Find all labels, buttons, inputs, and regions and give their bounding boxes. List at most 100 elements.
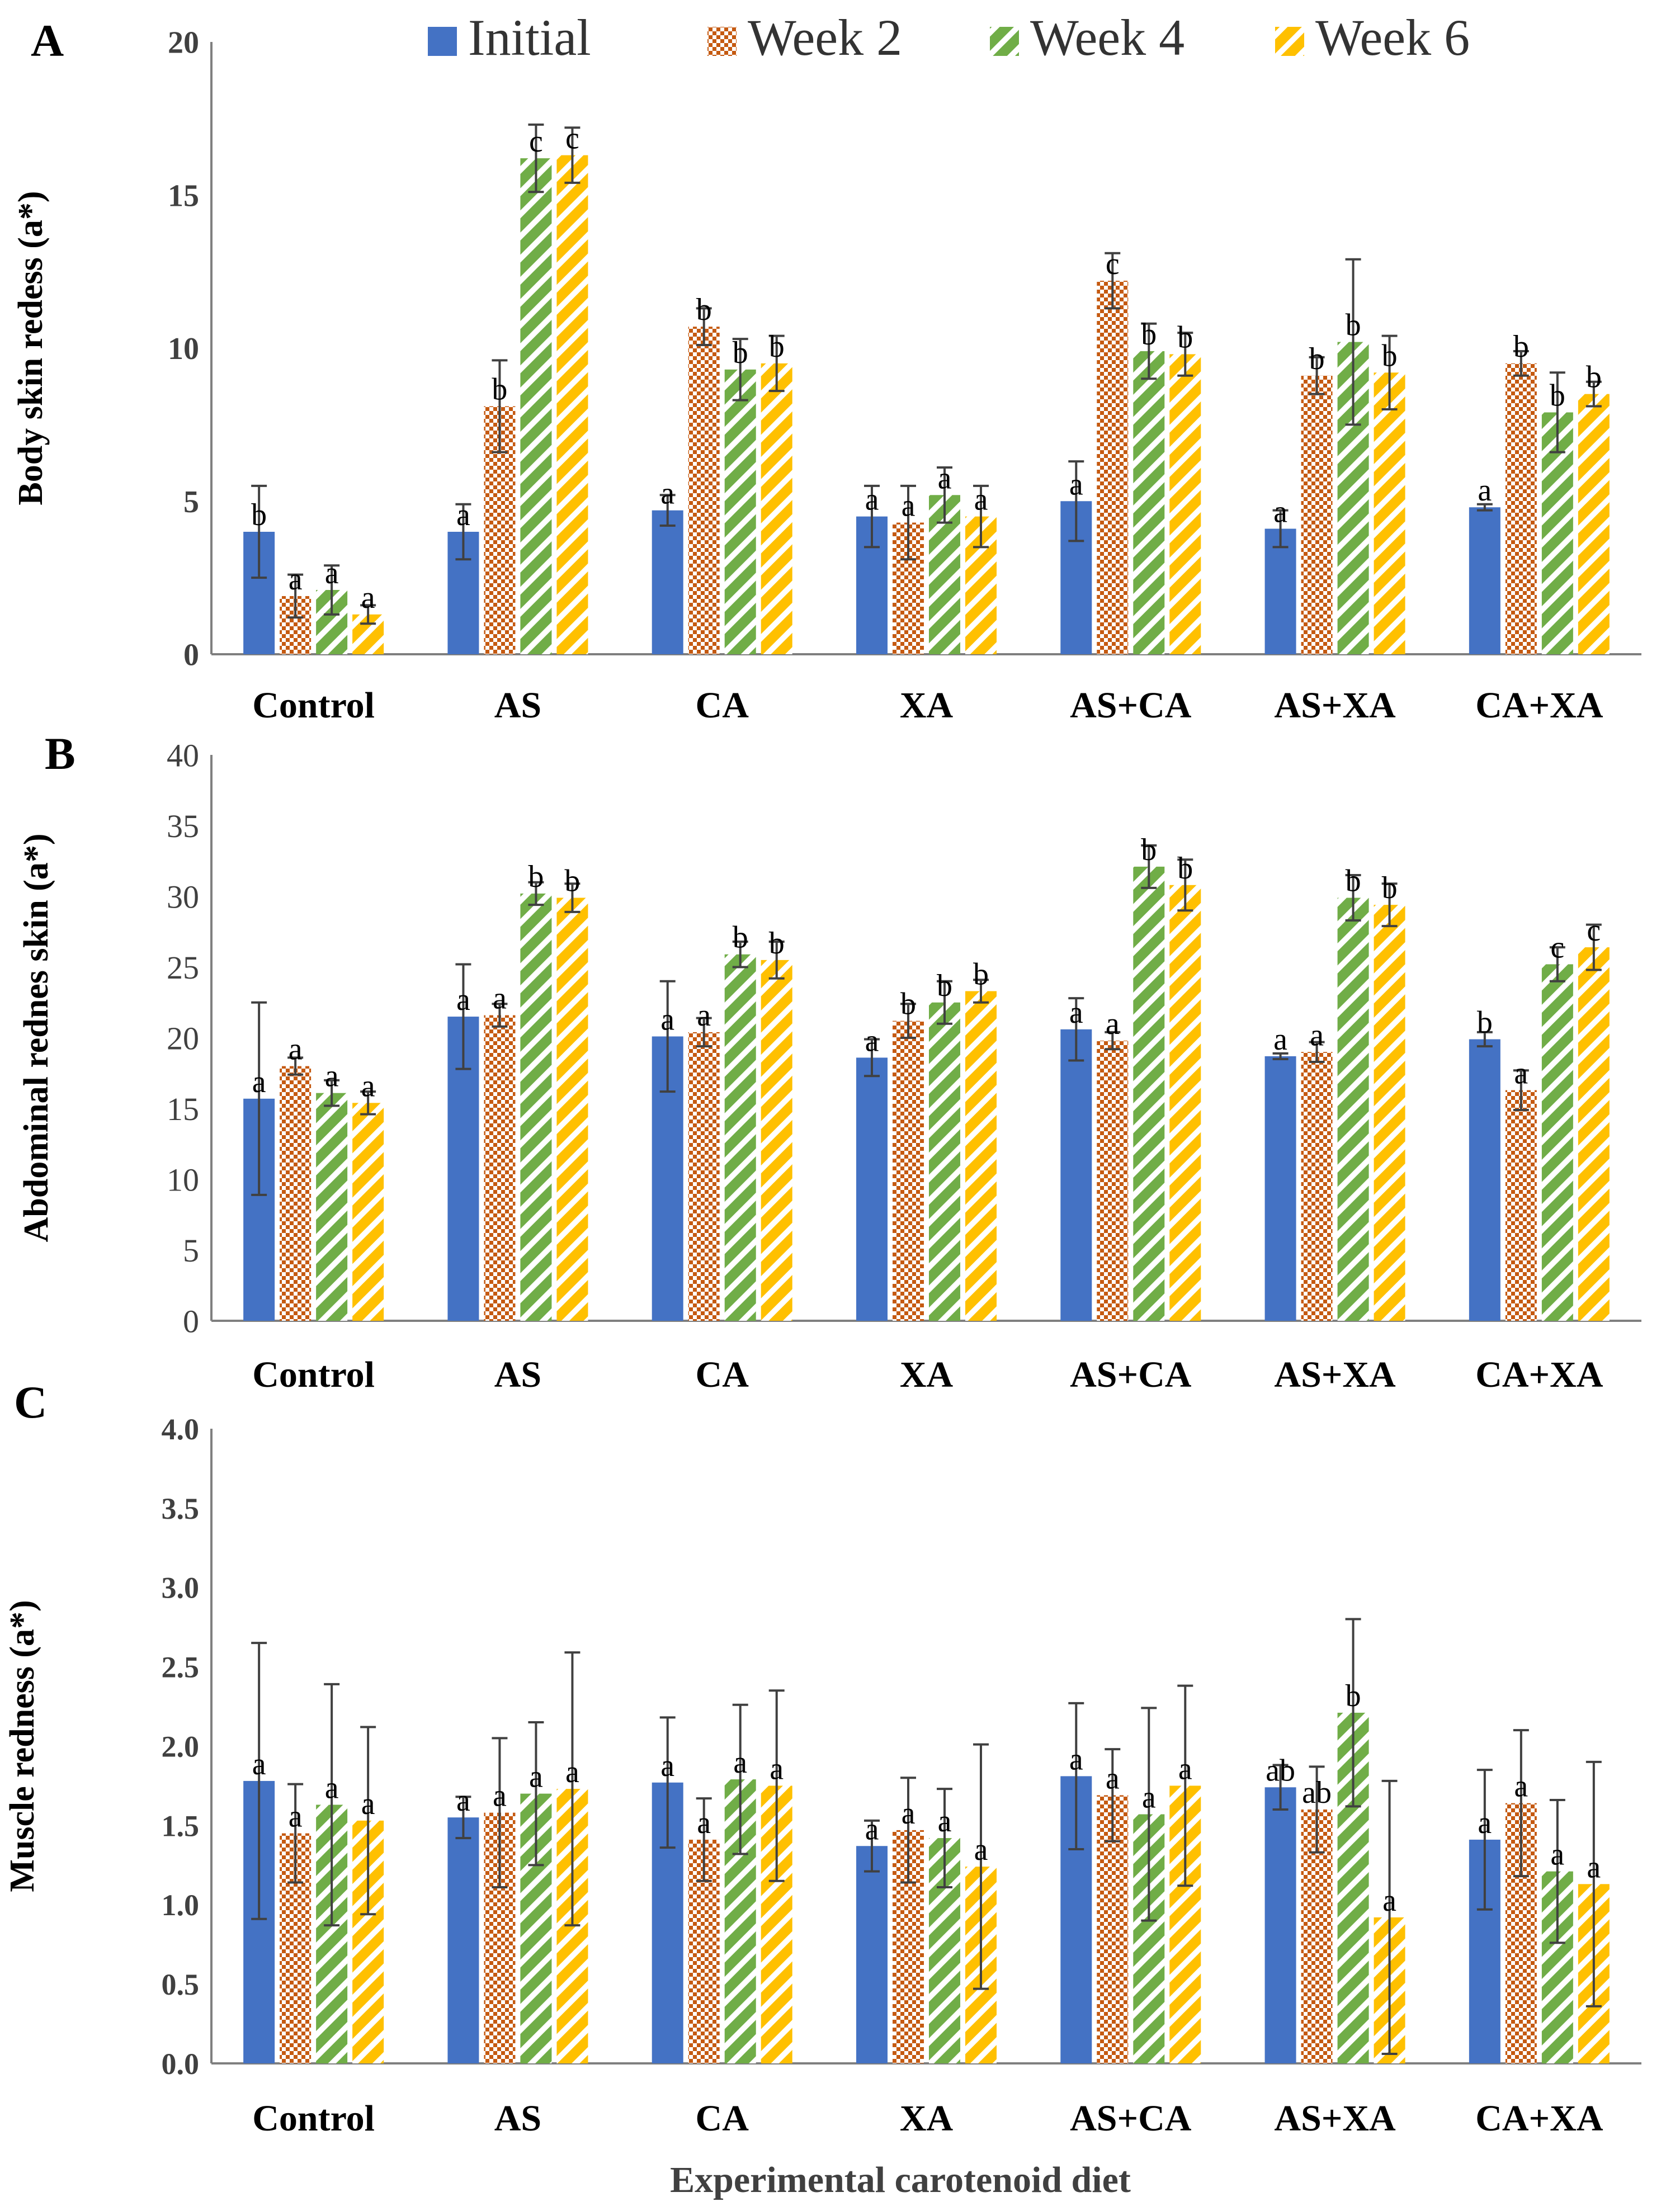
bar-week6 [1374,372,1405,654]
significance-letter: b [769,329,785,364]
bar-initial [1264,1787,1296,2063]
bar-week6 [1374,905,1405,1321]
significance-letter: b [1513,329,1529,364]
bar-initial [652,510,683,654]
legend-label: Week 6 [1315,9,1470,66]
bar-week4 [520,158,552,654]
bar-week4 [316,1093,348,1321]
significance-letter: a [1478,1806,1492,1840]
significance-letter: b [937,969,952,1003]
y-tick-label: 1.5 [162,1809,200,1843]
significance-letter: a [1273,1022,1287,1057]
category-label: AS+XA [1274,1354,1396,1395]
category-label: CA+XA [1475,1354,1603,1395]
significance-letter: a [660,1002,674,1037]
y-tick-label: 0.5 [162,1968,200,2001]
bar-week2 [1097,281,1129,654]
significance-letter: a [1514,1769,1528,1804]
significance-letter: a [697,1806,711,1840]
significance-letter: a [1106,1007,1120,1041]
y-tick-label: 4.0 [162,1412,200,1446]
category-label: Control [252,1354,375,1395]
bar-initial [1469,1039,1500,1321]
significance-letter: a [660,476,674,511]
category-label: AS+CA [1070,1354,1192,1395]
significance-letter: b [1382,871,1398,905]
significance-letter: a [974,1832,988,1867]
significance-letter: b [733,336,748,370]
legend-swatch-week6 [1275,27,1304,56]
y-axis-title: Muscle redness (a*) [3,1600,41,1892]
category-label: XA [900,2098,954,2139]
significance-letter: b [1177,320,1193,355]
bar-initial [1264,1056,1296,1321]
legend-label: Initial [468,9,591,66]
x-axis-title: Experimental carotenoid diet [670,2160,1131,2200]
significance-letter: c [1550,930,1564,965]
significance-letter: c [565,121,579,156]
bar-week2 [688,327,720,654]
significance-letter: a [325,1770,339,1805]
significance-letter: b [1141,317,1157,352]
bar-week2 [1505,363,1537,654]
significance-letter: a [1069,467,1083,502]
significance-letter: b [528,859,544,894]
significance-letter: a [252,1747,266,1782]
category-label: Control [252,2098,375,2139]
y-tick-label: 0 [183,1303,199,1339]
bar-week6 [352,1103,384,1321]
legend-swatch-week2 [707,27,737,56]
significance-letter: c [1106,247,1120,281]
category-label: CA [696,2098,749,2139]
significance-letter: a [1142,1780,1156,1815]
bar-week6 [1578,394,1610,654]
bar-initial [856,1057,888,1321]
y-tick-label: 1.0 [162,1888,200,1922]
bar-week2 [893,1021,924,1321]
significance-letter: b [492,372,507,407]
y-tick-label: 0 [183,638,199,673]
significance-letter: b [1550,378,1565,413]
significance-letter: a [361,1069,375,1103]
significance-letter: b [564,864,580,899]
bar-week6 [761,363,792,654]
bar-week2 [1505,1090,1537,1321]
significance-letter: b [251,498,267,532]
significance-letter: a [733,1745,747,1780]
legend-swatch-initial [428,27,457,56]
significance-letter: a [974,483,988,517]
bar-week2 [688,1032,720,1321]
category-label: XA [900,1354,954,1395]
y-tick-label: 5 [183,1232,199,1269]
significance-letter: a [1310,1018,1324,1052]
significance-letter: a [456,982,470,1017]
legend: Initial Week 2 Week 4 Week 6 [428,9,1470,66]
bar-week4 [1337,897,1369,1321]
significance-letter: a [456,498,470,532]
significance-letter: b [1346,864,1361,899]
panel-label: A [31,15,64,66]
significance-letter: a [1478,473,1492,508]
y-tick-label: 35 [167,808,199,844]
significance-letter: b [1141,833,1157,867]
bar-initial [1469,507,1500,654]
significance-letter: b [1309,342,1325,376]
category-label: AS+CA [1070,685,1192,726]
significance-letter: c [1587,913,1601,948]
significance-letter: b [900,987,916,1022]
y-tick-label: 10 [167,1161,199,1198]
significance-letter: a [865,483,879,517]
y-tick-label: 3.0 [162,1571,200,1605]
y-axis-title: Abdominal rednes skin (a*) [17,834,55,1242]
category-label: CA [696,1354,749,1395]
y-tick-label: 2.0 [162,1730,200,1763]
significance-letter: a [1069,995,1083,1030]
significance-letter: a [289,1032,303,1067]
legend-label: Week 2 [748,9,902,66]
significance-letter: a [361,580,375,615]
y-tick-label: 3.5 [162,1492,200,1525]
significance-letter: a [325,1059,339,1094]
panel-B: B 0 5 10 15 20 25 30 35 40 Abdominal rednes skin (… [17,728,1641,1395]
bar-week2 [1097,1041,1129,1321]
